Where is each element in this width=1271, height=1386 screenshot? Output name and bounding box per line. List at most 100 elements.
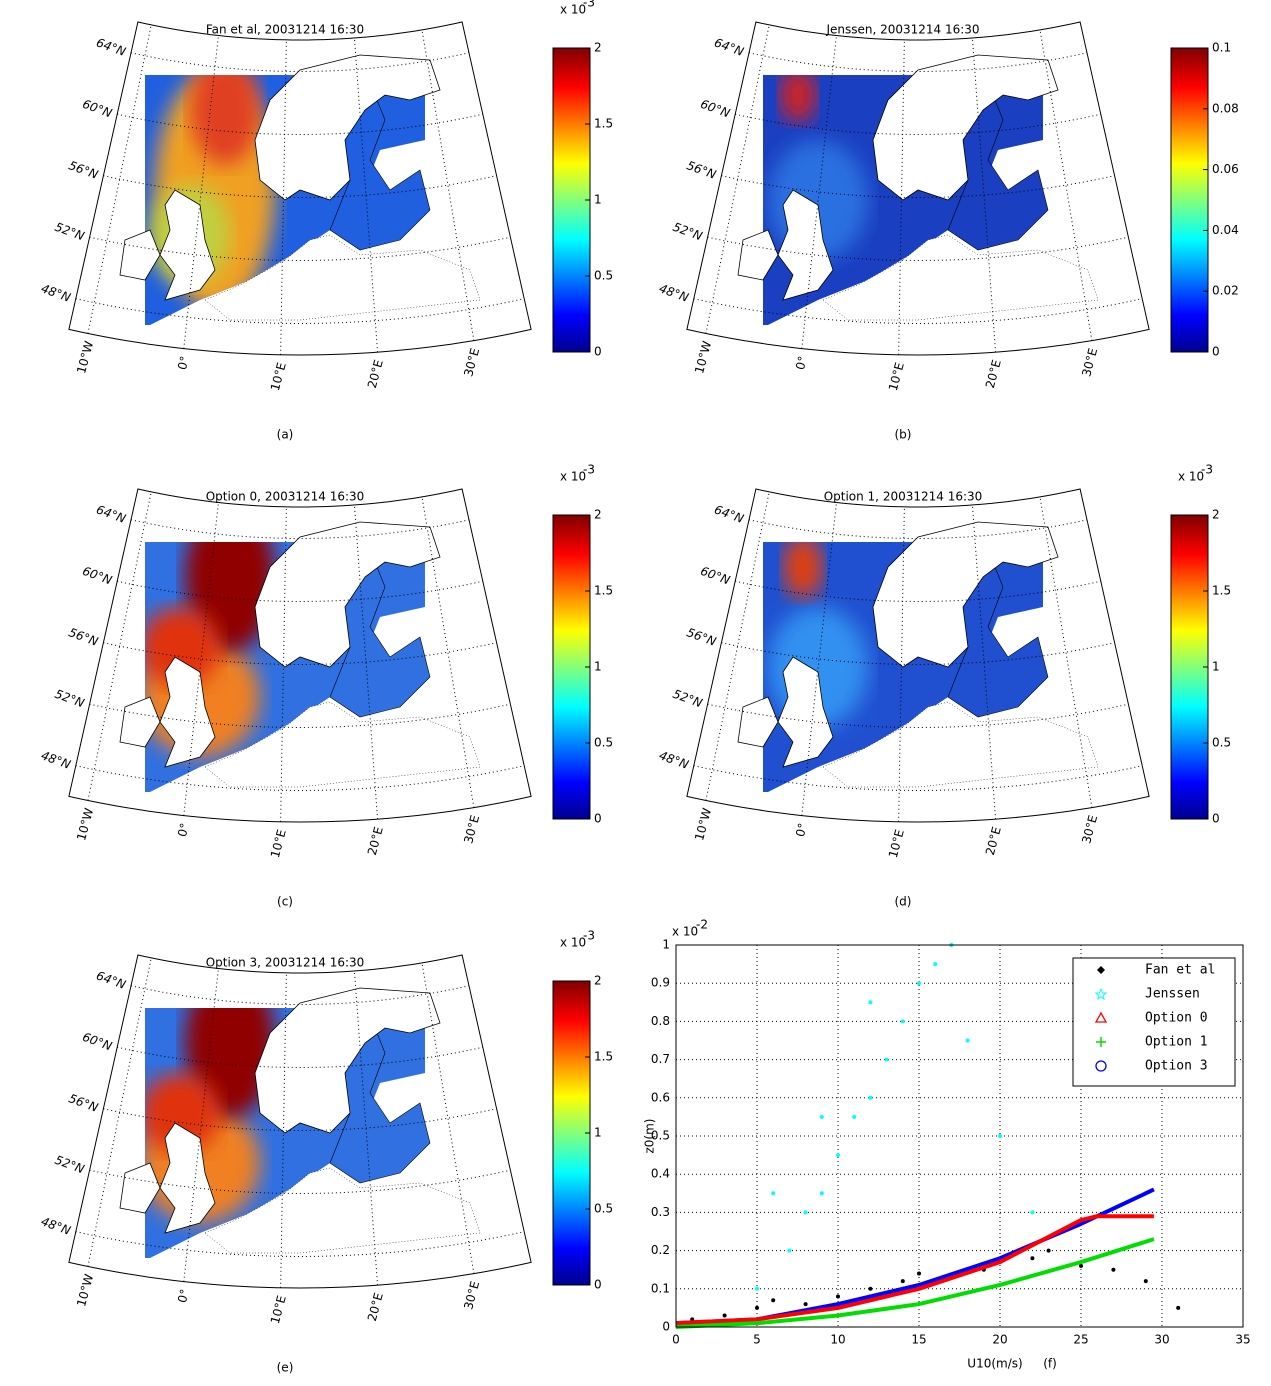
parallel [707, 236, 1129, 262]
colorbar [552, 514, 591, 820]
data-point [755, 1305, 759, 1310]
data-point [771, 1298, 776, 1303]
lon-label: 10°W [74, 1272, 96, 1308]
colorbar-tick-label: 2 [1212, 508, 1220, 522]
axis-exponent: -2 [696, 918, 708, 932]
data-point [836, 1153, 840, 1158]
y-axis-label: z0(m) [643, 1119, 657, 1154]
lon-label: 10°W [692, 339, 714, 375]
data-point [900, 1019, 905, 1024]
legend-marker [1097, 966, 1105, 974]
data-point [755, 1286, 759, 1291]
map-title: Option 1, 20031214 16:30 [824, 490, 983, 504]
lon-label: 0° [793, 822, 810, 839]
land-britain [159, 656, 216, 768]
data-point [819, 1191, 824, 1196]
meridian [1039, 496, 1093, 808]
colorbar-tick-label: 0.06 [1212, 162, 1239, 176]
lat-label: 48°N [657, 281, 690, 305]
meridian [1039, 29, 1093, 341]
axis-scale: x 10 [672, 925, 698, 939]
x-tick-label: 20 [992, 1333, 1007, 1347]
data-point [771, 1191, 776, 1196]
data-point [1030, 1256, 1035, 1261]
parallel [75, 298, 525, 325]
y-tick-label: 0.1 [651, 1281, 670, 1295]
parallel [693, 765, 1143, 792]
land-ireland [119, 229, 161, 281]
series-line [675, 1214, 1154, 1326]
colorbar-scale: x 10 [560, 3, 586, 17]
x-tick-label: 30 [1154, 1333, 1169, 1347]
parallel [89, 703, 511, 729]
colorbar-scale: x 10 [560, 936, 586, 950]
land-scandinavia [254, 987, 441, 1134]
parallel [75, 765, 525, 792]
parallel [735, 580, 1101, 603]
land-ireland [737, 696, 779, 748]
parallel [117, 113, 483, 136]
meridian [421, 496, 475, 808]
parallel [735, 113, 1101, 136]
colorbar-tick-label: 1 [594, 660, 602, 674]
colorbar-tick-label: 0.04 [1212, 223, 1239, 237]
field-blob [783, 542, 823, 599]
lat-label: 56°N [67, 1091, 100, 1115]
map-title: Fan et al, 20031214 16:30 [206, 23, 364, 37]
y-tick-label: 0.3 [651, 1205, 670, 1219]
data-point [803, 1302, 808, 1307]
lon-label: 10°W [74, 806, 96, 842]
lon-label: 10°E [268, 828, 289, 859]
land-europe [204, 701, 481, 788]
lon-label: 10°E [886, 828, 907, 859]
y-tick-label: 0 [662, 1320, 670, 1334]
legend-label: Jenssen [1145, 987, 1200, 1002]
parallel [89, 1169, 511, 1195]
y-tick-label: 1 [662, 938, 670, 952]
colorbar-scale: x 10 [1178, 470, 1204, 484]
meridian [801, 35, 837, 349]
parallel [693, 298, 1143, 325]
meridian [421, 29, 475, 341]
colorbar-tick-label: 0 [1212, 812, 1220, 826]
map-title: Option 0, 20031214 16:30 [206, 490, 365, 504]
lon-label: 30°E [461, 814, 482, 845]
parallel [707, 703, 1129, 729]
data-point [722, 1313, 727, 1318]
colorbar-tick-label: 0.02 [1212, 284, 1239, 298]
y-tick-label: 0.5 [651, 1129, 670, 1143]
lat-label: 64°N [712, 502, 745, 526]
meridian [183, 35, 219, 349]
land-europe [204, 234, 481, 321]
data-point [868, 1000, 873, 1005]
y-tick-label: 0.8 [651, 1014, 670, 1028]
caption: (d) [895, 895, 912, 909]
colorbar-exponent: -3 [583, 0, 595, 10]
land-britain [777, 656, 834, 768]
lon-label: 0° [175, 355, 192, 372]
data-point [868, 1095, 873, 1100]
parallel [130, 519, 470, 539]
parallel [117, 580, 483, 603]
meridian [898, 506, 905, 822]
meridian [280, 39, 287, 355]
parallel [130, 985, 470, 1005]
caption: (e) [277, 1361, 294, 1375]
scatter-panel: 00.10.20.30.40.50.60.70.80.910 5 10 15 20 25 3… [643, 918, 1251, 1371]
legend-label: Fan et al [1145, 963, 1215, 978]
land-europe [822, 234, 1099, 321]
lon-label: 30°E [1079, 347, 1100, 378]
colorbar-tick-label: 0.5 [594, 1202, 613, 1216]
colorbar-tick-label: 1.5 [1212, 584, 1231, 598]
legend-label: Option 0 [1145, 1011, 1208, 1026]
lat-label: 56°N [685, 158, 718, 182]
meridian [183, 502, 219, 816]
lat-label: 52°N [671, 220, 704, 244]
data-point [900, 1279, 905, 1284]
meridian [353, 970, 379, 1286]
legend-marker [1096, 1037, 1106, 1047]
lon-label: 20°E [983, 825, 1004, 856]
lon-label: 10°E [886, 361, 907, 392]
